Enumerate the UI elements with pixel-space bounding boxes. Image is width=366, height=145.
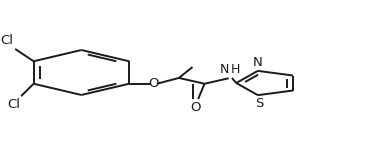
Text: S: S — [255, 97, 264, 110]
Text: Cl: Cl — [1, 34, 14, 47]
Text: N: N — [220, 63, 229, 76]
Text: N: N — [253, 56, 263, 69]
Text: O: O — [190, 101, 201, 114]
Text: Cl: Cl — [7, 98, 20, 111]
Text: H: H — [231, 63, 240, 76]
Text: O: O — [148, 77, 158, 90]
